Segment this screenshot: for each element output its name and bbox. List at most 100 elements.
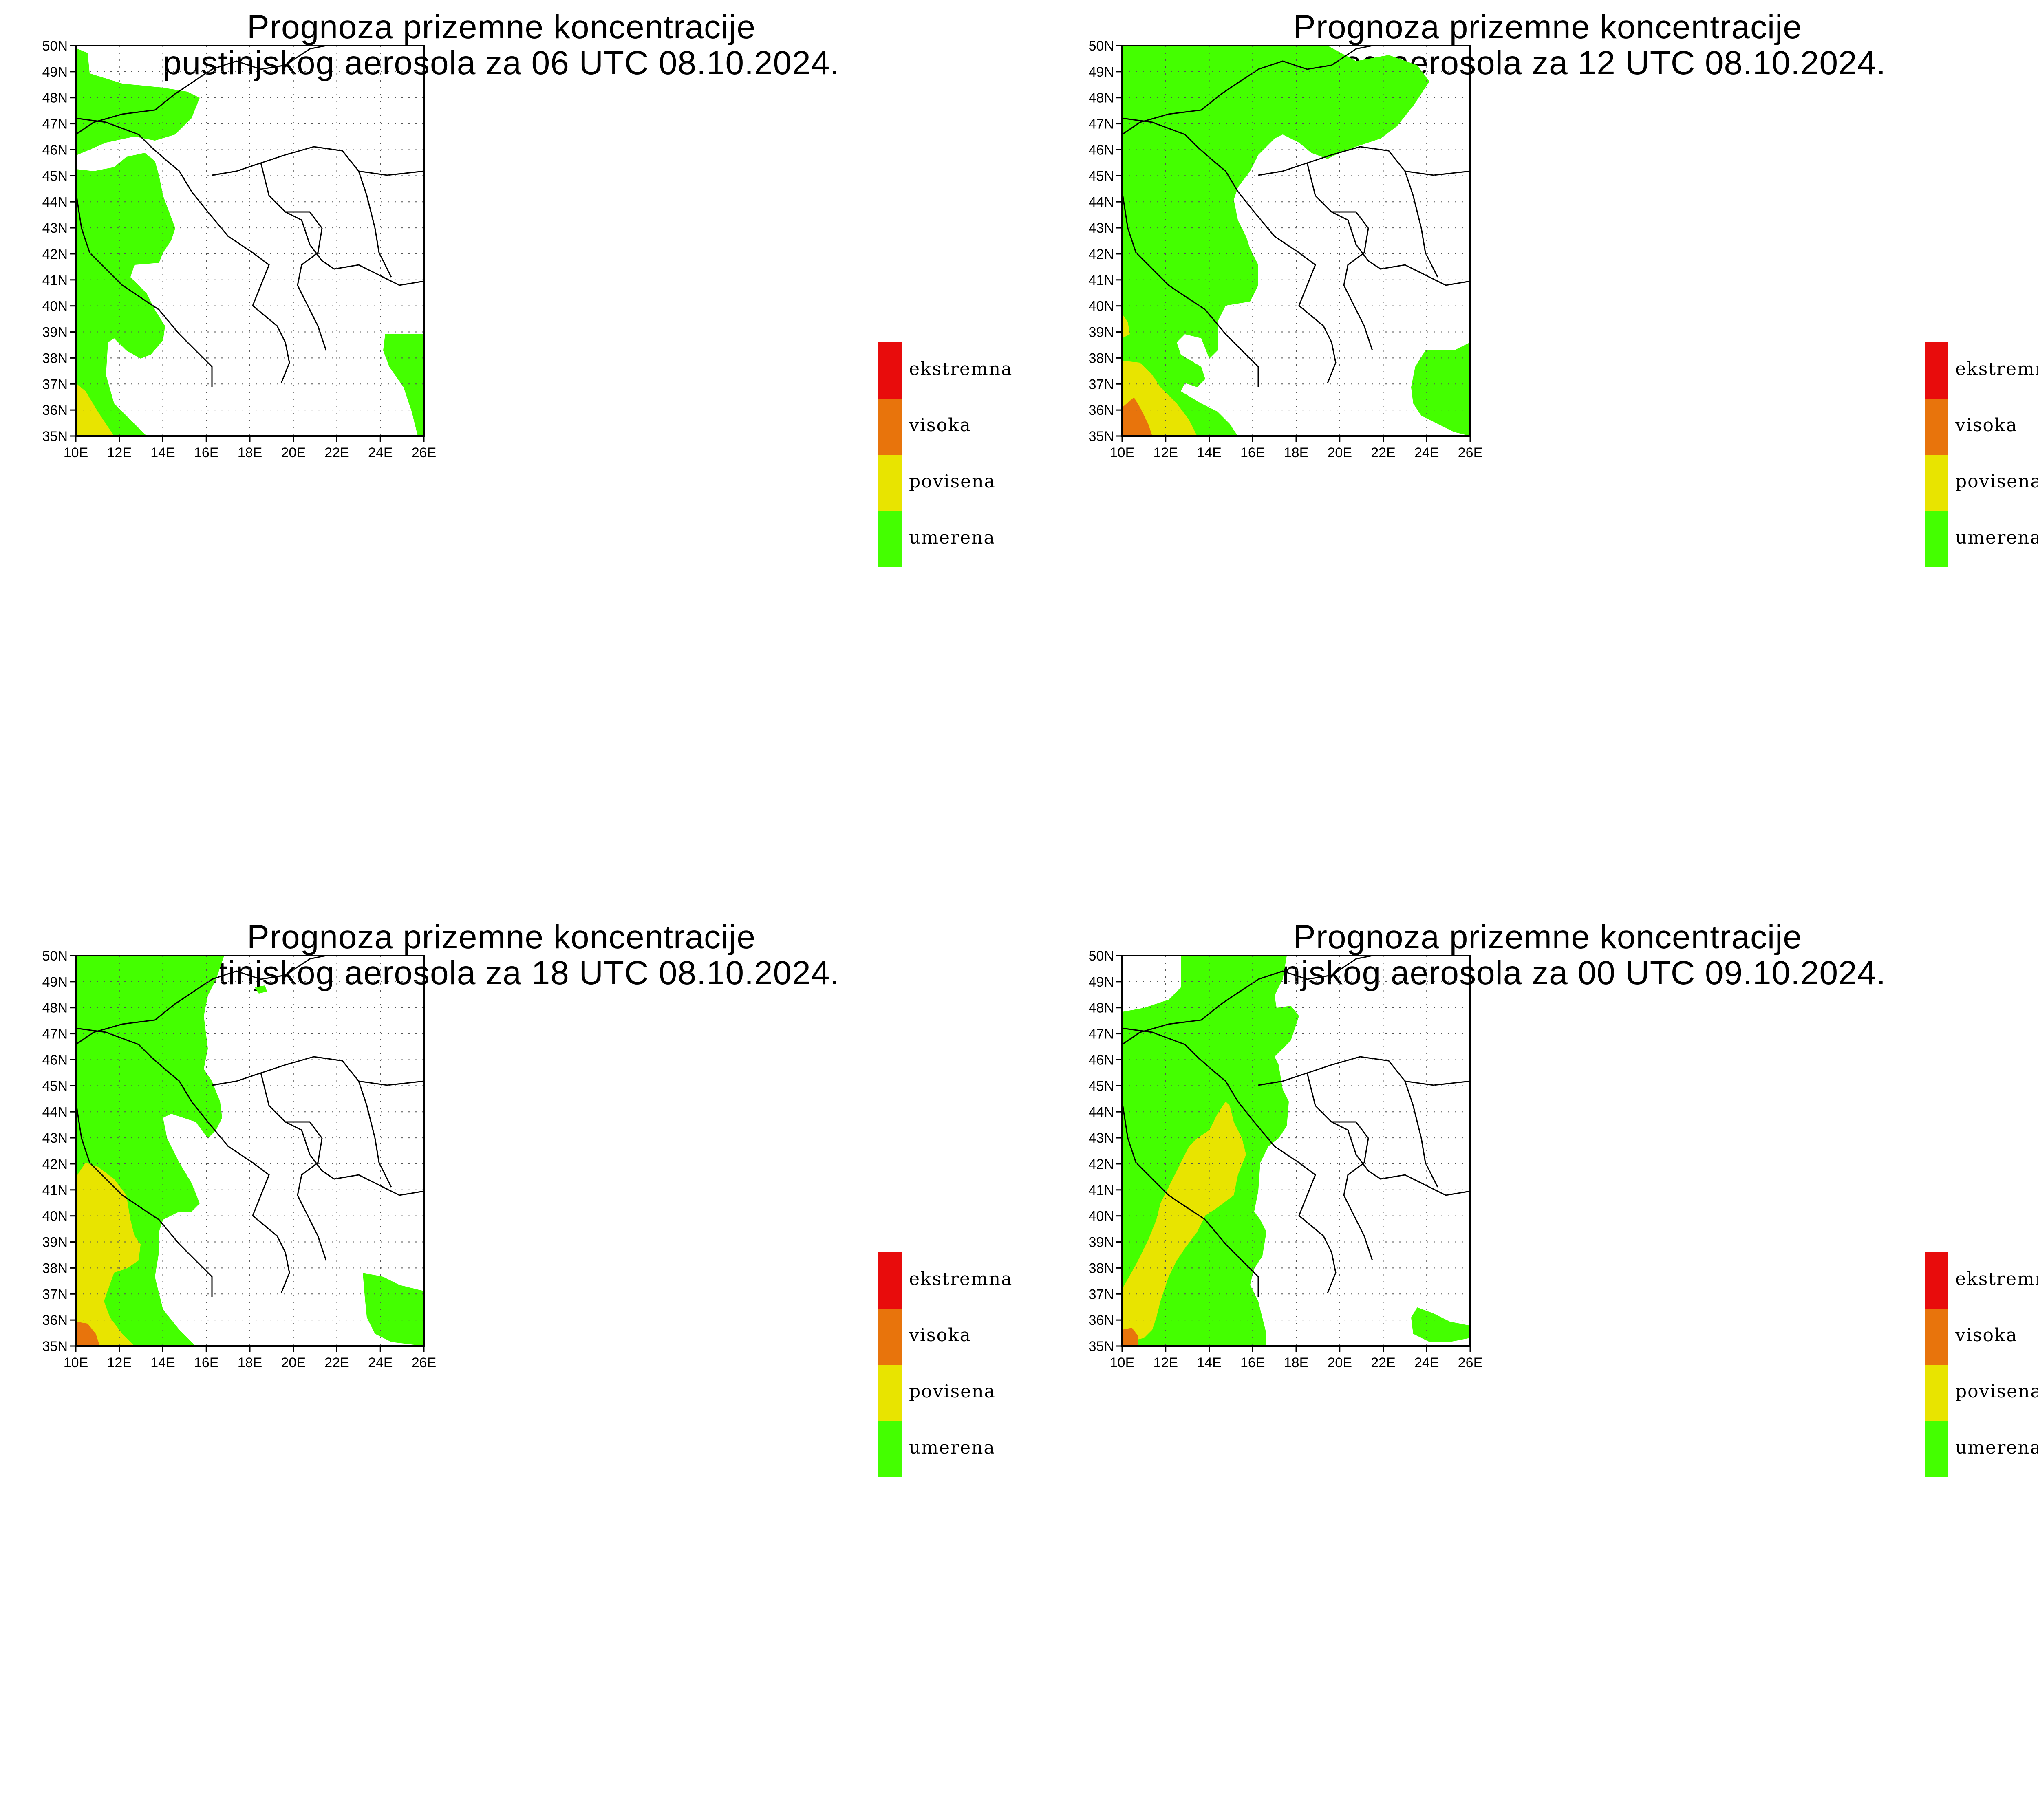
- y-tick-label: 42N: [42, 247, 68, 262]
- y-tick-label: 37N: [1089, 1287, 1114, 1302]
- y-tick-label: 44N: [42, 194, 68, 210]
- legend-item-povisena: povisena: [1925, 455, 2038, 511]
- x-tick-label: 24E: [1414, 445, 1439, 461]
- legend-label-ekstremna: ekstremna: [1955, 359, 2038, 379]
- panel-title-line2: pustinjskog aerosola za 06 UTC 08.10.202…: [163, 44, 840, 82]
- umerena-area-main: [1122, 46, 1429, 436]
- y-tick-label: 46N: [1089, 142, 1114, 158]
- legend-swatch-visoka: [878, 399, 902, 455]
- x-tick-label: 20E: [1328, 1355, 1352, 1371]
- legend-swatch-umerena: [1925, 511, 1948, 567]
- x-tick-label: 18E: [1284, 1355, 1309, 1371]
- x-tick-label: 14E: [150, 445, 175, 461]
- legend-swatch-visoka: [1925, 399, 1948, 455]
- y-tick-label: 45N: [1089, 168, 1114, 184]
- x-tick-label: 18E: [1284, 445, 1309, 461]
- umerena-area-aegean: [363, 1273, 424, 1346]
- map-panel-18utc: Prognoza prizemne koncentracije pustinjs…: [0, 910, 1046, 1820]
- legend-item-ekstremna: ekstremna: [878, 1252, 1041, 1309]
- umerena-area-north: [76, 48, 200, 163]
- umerena-area-italy: [76, 153, 175, 436]
- y-tick-label: 49N: [42, 64, 68, 80]
- legend-label-umerena: umerena: [909, 527, 995, 548]
- y-tick-label: 43N: [1089, 1130, 1114, 1146]
- y-tick-label: 47N: [1089, 1027, 1114, 1042]
- x-tick-label: 26E: [412, 1355, 437, 1371]
- x-tick-label: 14E: [150, 1355, 175, 1371]
- y-tick-label: 46N: [1089, 1052, 1114, 1068]
- x-tick-label: 14E: [1197, 445, 1222, 461]
- y-tick-label: 44N: [1089, 194, 1114, 210]
- y-tick-label: 40N: [1089, 299, 1114, 314]
- y-tick-label: 35N: [1089, 429, 1114, 444]
- y-tick-label: 47N: [42, 1027, 68, 1042]
- x-tick-label: 24E: [368, 445, 393, 461]
- x-tick-label: 12E: [107, 445, 132, 461]
- legend-swatch-ekstremna: [1925, 342, 1948, 399]
- legend-swatch-povisena: [1925, 1365, 1948, 1421]
- x-tick-label: 10E: [1110, 445, 1135, 461]
- graticule: 10E 12E 14E 16E 18E 20E 22E 24E 26E 35N 36N 37N 38N 3…: [42, 948, 437, 1371]
- legend-label-umerena: umerena: [909, 1437, 995, 1458]
- umerena-area-east: [1411, 1307, 1470, 1342]
- umerena-area-aegean: [383, 334, 424, 436]
- umerena-area-aegean: [1411, 342, 1470, 436]
- y-tick-label: 38N: [1089, 1260, 1114, 1276]
- y-tick-label: 47N: [1089, 117, 1114, 132]
- aerosol-fields: [76, 956, 424, 1346]
- legend-swatch-povisena: [878, 455, 902, 511]
- y-tick-label: 43N: [42, 220, 68, 236]
- legend-label-visoka: visoka: [909, 1325, 971, 1346]
- x-tick-label: 12E: [1154, 445, 1178, 461]
- y-tick-label: 48N: [1089, 1000, 1114, 1016]
- legend-item-umerena: umerena: [1925, 1421, 2038, 1477]
- legend-item-ekstremna: ekstremna: [1925, 342, 2038, 399]
- y-tick-label: 39N: [42, 1235, 68, 1250]
- panel-title-line1: Prognoza prizemne koncentracije: [247, 919, 756, 956]
- y-tick-label: 35N: [1089, 1339, 1114, 1354]
- x-tick-label: 16E: [1240, 1355, 1265, 1371]
- x-tick-label: 22E: [324, 1355, 349, 1371]
- legend-item-umerena: umerena: [1925, 511, 2038, 567]
- x-tick-label: 18E: [238, 1355, 262, 1371]
- legend-label-visoka: visoka: [1955, 415, 2018, 436]
- y-tick-label: 42N: [42, 1157, 68, 1172]
- x-tick-label: 20E: [1328, 445, 1352, 461]
- y-tick-label: 41N: [1089, 273, 1114, 288]
- legend-label-povisena: povisena: [909, 1381, 996, 1402]
- legend-item-povisena: povisena: [1925, 1365, 2038, 1421]
- x-tick-label: 10E: [1110, 1355, 1135, 1371]
- x-tick-label: 12E: [107, 1355, 132, 1371]
- legend-item-visoka: visoka: [1925, 399, 2038, 455]
- y-tick-label: 50N: [1089, 38, 1114, 54]
- y-tick-label: 40N: [1089, 1209, 1114, 1224]
- legend-label-umerena: umerena: [1955, 527, 2038, 548]
- y-tick-label: 39N: [1089, 1235, 1114, 1250]
- y-tick-label: 38N: [1089, 350, 1114, 366]
- x-tick-label: 24E: [368, 1355, 393, 1371]
- y-tick-label: 38N: [42, 1260, 68, 1276]
- visoka-area: [1122, 1328, 1138, 1346]
- graticule: 10E 12E 14E 16E 18E 20E 22E 24E 26E 35N 36N 37N 38N 3…: [42, 38, 437, 461]
- concentration-legend: ekstremna visoka povisena umerena: [1925, 342, 2038, 567]
- graticule: 10E 12E 14E 16E 18E 20E 22E 24E 26E 35N 36N 37N 38N 3…: [1089, 948, 1483, 1371]
- map-frame: 10E 12E 14E 16E 18E 20E 22E 24E 26E 35N 36N 37N 38N 3…: [42, 38, 437, 461]
- legend-item-visoka: visoka: [878, 399, 1041, 455]
- legend-item-umerena: umerena: [878, 1421, 1041, 1477]
- x-tick-label: 26E: [1458, 1355, 1483, 1371]
- legend-swatch-visoka: [1925, 1309, 1948, 1365]
- y-tick-label: 37N: [42, 377, 68, 392]
- map-border: [1121, 45, 1471, 437]
- legend-item-umerena: umerena: [878, 511, 1041, 567]
- y-tick-label: 41N: [42, 1183, 68, 1198]
- x-tick-label: 22E: [324, 445, 349, 461]
- y-tick-label: 37N: [42, 1287, 68, 1302]
- legend-label-ekstremna: ekstremna: [1955, 1269, 2038, 1289]
- map-frame: 10E 12E 14E 16E 18E 20E 22E 24E 26E 35N 36N 37N 38N 3…: [1089, 948, 1483, 1371]
- legend-label-povisena: povisena: [1955, 1381, 2038, 1402]
- legend-swatch-umerena: [1925, 1421, 1948, 1477]
- x-tick-label: 16E: [194, 1355, 219, 1371]
- x-tick-label: 24E: [1414, 1355, 1439, 1371]
- legend-swatch-visoka: [878, 1309, 902, 1365]
- map-panel-00utc: Prognoza prizemne koncentracije pustinjs…: [1046, 910, 2038, 1820]
